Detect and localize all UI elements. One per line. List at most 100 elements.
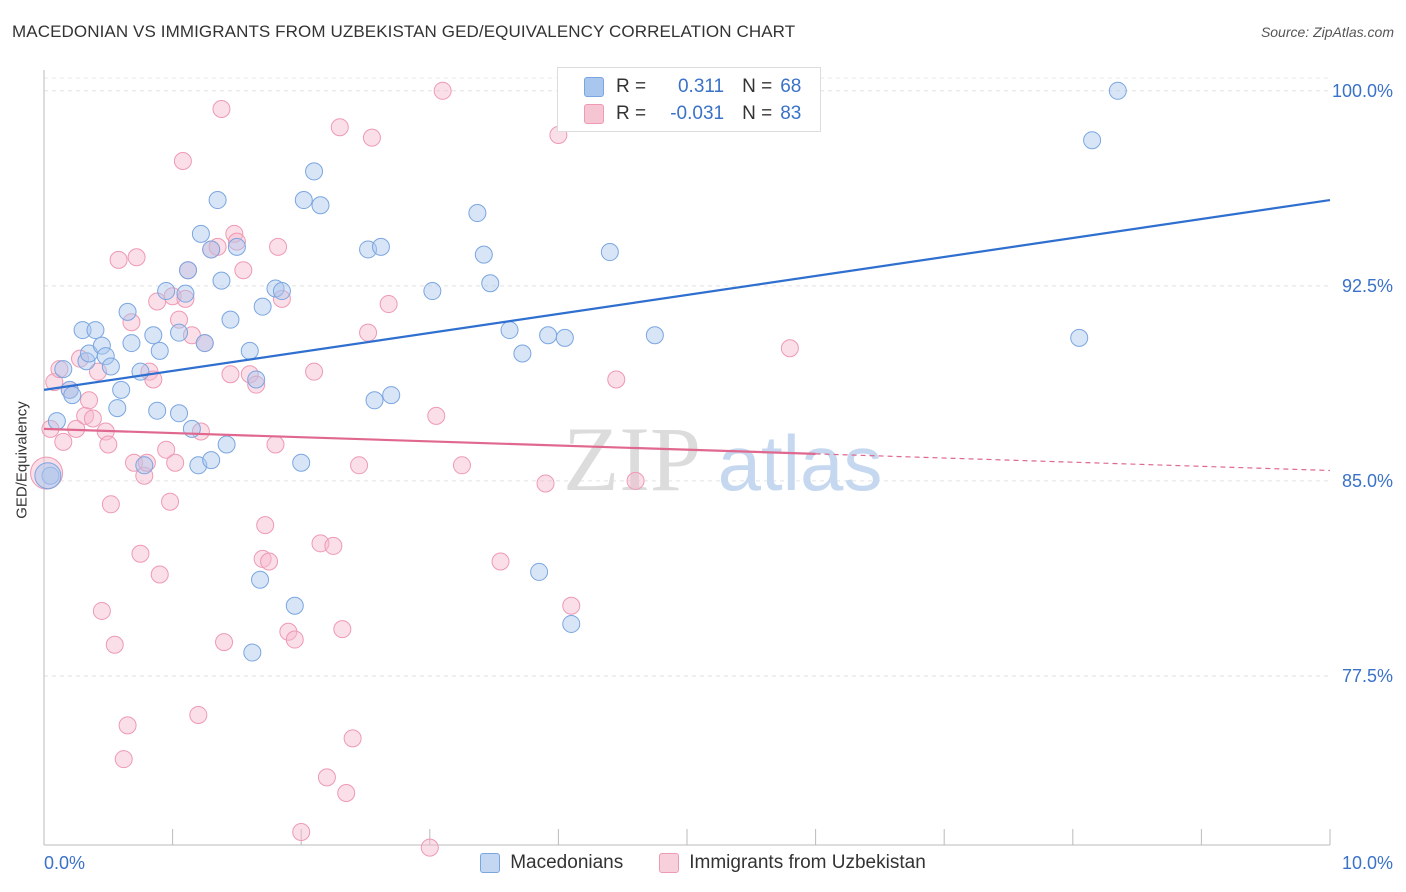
chart-title: MACEDONIAN VS IMMIGRANTS FROM UZBEKISTAN…	[12, 22, 796, 41]
watermark-zip: ZIP	[563, 408, 701, 510]
point-immigrants-from-uzbekistan	[150, 565, 169, 584]
point-immigrants-from-uzbekistan	[359, 323, 378, 342]
watermark-atlas: atlas	[718, 419, 883, 507]
point-macedonians	[272, 282, 291, 301]
legend-n-value: 68	[780, 76, 802, 97]
point-immigrants-from-uzbekistan	[105, 635, 124, 654]
tick-labels: 77.5% 85.0% 92.5% 100.0% 0.0% 10.0%	[44, 81, 1393, 873]
point-macedonians-large	[34, 462, 62, 490]
legend-item-immigrants-from-uzbekistan[interactable]: Immigrants from Uzbekistan	[659, 852, 926, 874]
point-immigrants-from-uzbekistan	[536, 474, 555, 493]
legend-swatch-pink	[659, 853, 680, 873]
point-immigrants-from-uzbekistan	[127, 248, 146, 267]
point-macedonians	[294, 191, 313, 210]
y-tick-label: 92.5%	[1342, 276, 1393, 296]
point-immigrants-from-uzbekistan	[337, 783, 356, 802]
point-macedonians	[191, 224, 210, 243]
point-macedonians	[600, 243, 619, 262]
point-immigrants-from-uzbekistan	[350, 456, 369, 475]
point-immigrants-from-uzbekistan	[109, 250, 128, 269]
point-macedonians	[63, 386, 82, 405]
correlation-legend: R = 0.311 N = 68 R = -0.031 N = 83	[557, 67, 821, 132]
point-immigrants-from-uzbekistan	[420, 838, 439, 857]
point-immigrants-from-uzbekistan	[266, 435, 285, 454]
point-macedonians	[1083, 131, 1102, 150]
point-immigrants-from-uzbekistan	[118, 716, 137, 735]
series-macedonians	[34, 81, 1127, 662]
trendline-immigrants-dashed	[815, 453, 1331, 472]
point-macedonians	[468, 204, 487, 223]
point-immigrants-from-uzbekistan	[379, 295, 398, 314]
point-macedonians	[240, 341, 259, 360]
point-immigrants-from-uzbekistan	[215, 633, 234, 652]
point-immigrants-from-uzbekistan	[317, 768, 336, 787]
point-immigrants-from-uzbekistan	[50, 360, 69, 379]
point-macedonians	[118, 302, 137, 321]
point-macedonians	[530, 562, 549, 581]
legend-item-macedonians[interactable]: Macedonians	[480, 852, 623, 874]
point-immigrants-from-uzbekistan	[170, 310, 189, 329]
point-macedonians	[202, 451, 221, 470]
point-macedonians	[253, 297, 272, 316]
point-macedonians	[251, 570, 270, 589]
point-macedonians	[101, 357, 120, 376]
point-immigrants-from-uzbekistan	[362, 128, 381, 147]
trendline-macedonians	[43, 198, 1331, 391]
point-immigrants-from-uzbekistan	[607, 370, 626, 389]
point-immigrants-from-uzbekistan	[189, 705, 208, 724]
point-immigrants-from-uzbekistan	[221, 365, 240, 384]
point-macedonians	[144, 326, 163, 345]
point-immigrants-from-uzbekistan	[626, 471, 645, 490]
point-macedonians	[179, 261, 198, 280]
point-macedonians	[285, 596, 304, 615]
point-immigrants-from-uzbekistan	[305, 362, 324, 381]
point-macedonians	[513, 344, 532, 363]
point-macedonians	[157, 282, 176, 301]
legend-label: Macedonians	[510, 852, 624, 873]
point-macedonians	[227, 237, 246, 256]
trend-lines	[43, 198, 1331, 472]
point-immigrants-from-uzbekistan	[92, 601, 111, 620]
point-macedonians	[539, 326, 558, 345]
series-immigrants-from-uzbekistan	[30, 81, 799, 857]
y-tick-label: 100.0%	[1332, 81, 1393, 101]
point-macedonians	[96, 347, 115, 366]
point-macedonians	[555, 328, 574, 347]
point-macedonians	[212, 271, 231, 290]
point-macedonians	[92, 336, 111, 355]
point-macedonians	[122, 334, 141, 353]
point-macedonians	[54, 360, 73, 379]
point-macedonians	[382, 386, 401, 405]
point-immigrants-from-uzbekistan	[54, 432, 73, 451]
point-immigrants-from-uzbekistan	[269, 237, 288, 256]
point-immigrants-from-uzbekistan	[212, 100, 231, 119]
legend-row-macedonians: R = 0.311 N = 68	[584, 76, 801, 98]
point-immigrants-from-uzbekistan	[272, 289, 291, 308]
source-label: Source: ZipAtlas.com	[1260, 24, 1394, 40]
point-macedonians	[221, 310, 240, 329]
point-macedonians	[1070, 328, 1089, 347]
point-immigrants-from-uzbekistan	[176, 289, 195, 308]
point-macedonians	[474, 245, 493, 264]
point-macedonians	[202, 240, 221, 259]
legend-swatch-blue	[480, 853, 501, 873]
point-immigrants-from-uzbekistan	[562, 596, 581, 615]
point-macedonians	[47, 412, 66, 431]
point-immigrants-from-uzbekistan	[125, 453, 144, 472]
point-immigrants-from-uzbekistan	[285, 630, 304, 649]
legend-n-label: N =	[742, 103, 773, 124]
legend-row-immigrants: R = -0.031 N = 83	[584, 103, 801, 125]
legend-swatch-pink	[584, 104, 604, 124]
x-tick-label: 10.0%	[1342, 853, 1393, 873]
point-macedonians	[86, 321, 105, 340]
point-macedonians	[1108, 81, 1127, 100]
y-tick-label: 77.5%	[1342, 666, 1393, 686]
point-macedonians	[423, 282, 442, 301]
point-macedonians	[176, 284, 195, 303]
point-immigrants-from-uzbekistan	[433, 81, 452, 100]
point-macedonians	[645, 326, 664, 345]
point-macedonians	[481, 274, 500, 293]
point-immigrants-from-uzbekistan	[227, 232, 246, 251]
point-macedonians	[150, 341, 169, 360]
